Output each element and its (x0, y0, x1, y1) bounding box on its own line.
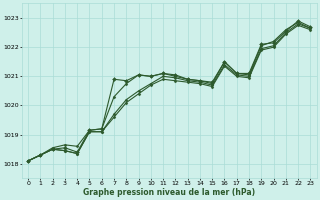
X-axis label: Graphe pression niveau de la mer (hPa): Graphe pression niveau de la mer (hPa) (83, 188, 255, 197)
